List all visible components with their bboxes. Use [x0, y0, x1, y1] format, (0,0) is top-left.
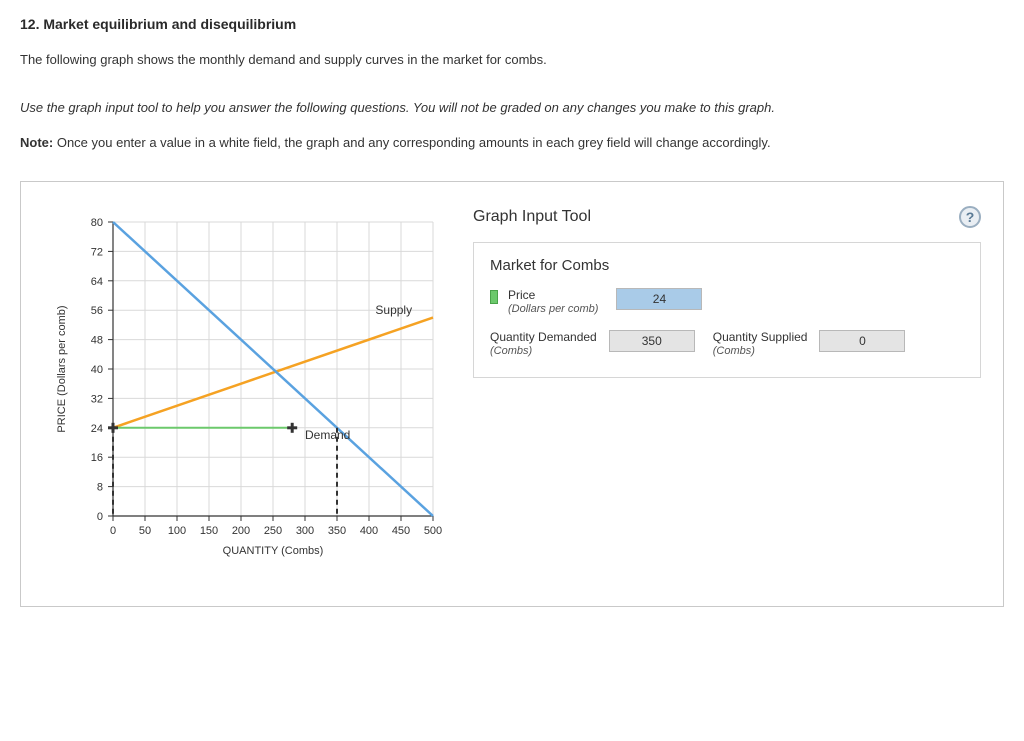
- svg-text:PRICE (Dollars per comb): PRICE (Dollars per comb): [56, 305, 68, 432]
- svg-text:8: 8: [97, 481, 103, 493]
- instructions-text: Use the graph input tool to help you ans…: [20, 98, 1004, 118]
- qd-label: Quantity Demanded: [490, 330, 597, 345]
- supply-demand-chart[interactable]: 0 50 100 150 200 250 300 350 400 450 500 0 8 16 24 32 40…: [43, 206, 443, 576]
- question-title-text: Market equilibrium and disequilibrium: [43, 16, 296, 32]
- graph-panel: 0501001502002503003504004505000816243240…: [20, 181, 1004, 607]
- note-body: Once you enter a value in a white field,…: [53, 135, 770, 150]
- qs-sublabel: (Combs): [713, 345, 808, 359]
- svg-text:300: 300: [296, 525, 314, 537]
- price-swatch-icon: [490, 290, 498, 304]
- tool-title: Graph Input Tool: [473, 208, 591, 226]
- qs-label: Quantity Supplied: [713, 330, 808, 345]
- svg-text:100: 100: [168, 525, 186, 537]
- question-title: 12. Market equilibrium and disequilibriu…: [20, 16, 1004, 32]
- svg-text:32: 32: [91, 393, 103, 405]
- svg-text:500: 500: [424, 525, 442, 537]
- question-number: 12.: [20, 16, 39, 32]
- note-label: Note:: [20, 135, 53, 150]
- svg-text:Demand: Demand: [305, 428, 350, 442]
- note-text: Note: Once you enter a value in a white …: [20, 133, 1004, 153]
- svg-text:0: 0: [110, 525, 116, 537]
- qs-output: 0: [819, 330, 905, 352]
- price-sublabel: (Dollars per comb): [508, 303, 598, 317]
- svg-text:400: 400: [360, 525, 378, 537]
- price-label: Price: [508, 288, 598, 303]
- svg-text:24: 24: [91, 422, 103, 434]
- svg-text:72: 72: [91, 246, 103, 258]
- svg-text:200: 200: [232, 525, 250, 537]
- svg-text:48: 48: [91, 334, 103, 346]
- svg-text:56: 56: [91, 305, 103, 317]
- svg-text:150: 150: [200, 525, 218, 537]
- price-input[interactable]: 24: [616, 288, 702, 310]
- svg-text:QUANTITY (Combs): QUANTITY (Combs): [223, 545, 324, 557]
- svg-text:350: 350: [328, 525, 346, 537]
- market-title: Market for Combs: [490, 257, 964, 274]
- help-icon[interactable]: ?: [959, 206, 981, 228]
- svg-text:16: 16: [91, 452, 103, 464]
- svg-text:Supply: Supply: [375, 303, 412, 317]
- svg-text:250: 250: [264, 525, 282, 537]
- qd-output: 350: [609, 330, 695, 352]
- graph-input-tool: Graph Input Tool ? Market for Combs Pric…: [473, 206, 981, 379]
- svg-text:80: 80: [91, 217, 103, 229]
- svg-text:64: 64: [91, 275, 103, 287]
- price-block: Price (Dollars per comb): [490, 288, 598, 317]
- svg-text:450: 450: [392, 525, 410, 537]
- tool-box: Market for Combs Price (Dollars per comb…: [473, 242, 981, 379]
- svg-text:40: 40: [91, 364, 103, 376]
- qd-sublabel: (Combs): [490, 345, 597, 359]
- chart-container[interactable]: 0 50 100 150 200 250 300 350 400 450 500 0 8 16 24 32 40…: [43, 206, 443, 576]
- intro-text: The following graph shows the monthly de…: [20, 50, 1004, 70]
- svg-text:0: 0: [97, 511, 103, 523]
- svg-text:50: 50: [139, 525, 151, 537]
